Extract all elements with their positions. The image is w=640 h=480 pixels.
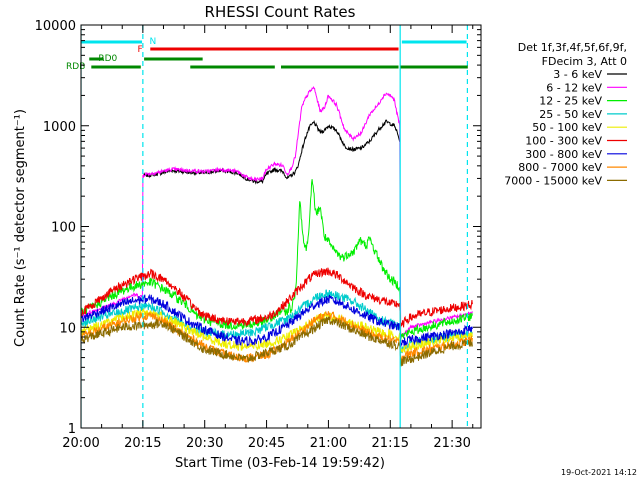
legend-entry-label-3: 25 - 50 keV (539, 108, 602, 121)
legend-entry-label-5: 100 - 300 keV (525, 135, 602, 148)
y-tick-label-2: 100 (51, 221, 76, 236)
legend: Det 1f,3f,4f,5f,6f,9f,FDecim 3, Att 03 -… (504, 41, 627, 187)
series-line-8 (81, 316, 473, 367)
legend-entry-label-6: 300 - 800 keV (525, 148, 602, 161)
plot-clipped-group (81, 25, 473, 428)
x-tick-label-4: 21:00 (310, 436, 347, 451)
x-tick-label-1: 20:15 (124, 436, 161, 451)
y-tick-label-4: 10000 (35, 19, 76, 34)
y-tick-label-3: 1000 (43, 120, 76, 135)
x-tick-label-2: 20:30 (186, 436, 223, 451)
legend-entry-label-7: 800 - 7000 keV (518, 161, 602, 174)
legend-header-line-1: Det 1f,3f,4f,5f,6f,9f, (518, 41, 627, 54)
y-tick-label-0: 1 (68, 422, 76, 437)
series-line-6 (81, 293, 473, 347)
x-tick-label-3: 20:45 (248, 436, 285, 451)
x-tick-label-5: 21:15 (372, 436, 409, 451)
x-tick-label-0: 20:00 (62, 436, 99, 451)
series-line-0 (142, 119, 401, 185)
legend-entry-label-8: 7000 - 15000 keV (504, 174, 602, 187)
legend-entry-label-2: 12 - 25 keV (539, 95, 602, 108)
legend-header-line-2: FDecim 3, Att 0 (542, 55, 627, 68)
series-line-5 (81, 267, 473, 328)
state-bar-label-n: N (149, 37, 156, 47)
legend-entry-label-1: 6 - 12 keV (546, 81, 602, 94)
state-bar-label-f: F (137, 45, 142, 55)
plot-area: NF RD0 RDB (66, 25, 473, 428)
x-axis-label: Start Time (03-Feb-14 19:59:42) (175, 456, 385, 471)
axes: 20:00 20:15 20:30 20:45 21:00 21:15 21:30 1 10 10… (35, 19, 482, 451)
y-tick-label-1: 10 (59, 321, 76, 336)
state-bar-label-rdb: RDB (66, 62, 85, 72)
chart-title: RHESSI Count Rates (205, 3, 356, 21)
x-tick-label-6: 21:30 (433, 436, 470, 451)
state-bar-label-rd0: RD0 (98, 54, 117, 64)
y-axis-label: Count Rate (s⁻¹ detector segment⁻¹) (13, 109, 28, 347)
legend-entry-label-0: 3 - 6 keV (553, 68, 602, 81)
footer-date: 19-Oct-2021 14:12 (561, 468, 637, 477)
legend-entry-label-4: 50 - 100 keV (532, 121, 602, 134)
